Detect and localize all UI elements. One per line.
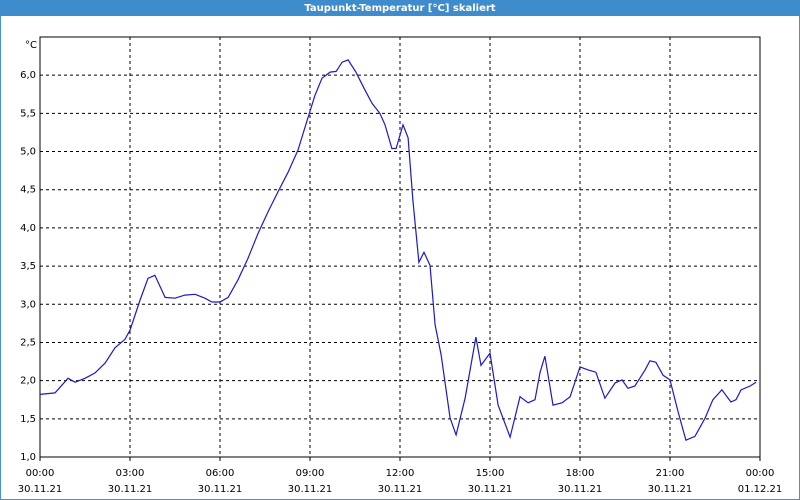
y-tick-label: 6,0 xyxy=(20,70,36,81)
plot-frame xyxy=(39,36,761,458)
y-tick-label: 3,0 xyxy=(20,299,36,310)
x-tick-label: 00:00 xyxy=(26,468,55,479)
x-tick-date: 30.11.21 xyxy=(558,484,603,495)
x-tick-label: 06:00 xyxy=(206,468,235,479)
x-tick-date: 30.11.21 xyxy=(108,484,153,495)
y-tick-label: 2,5 xyxy=(20,337,36,348)
x-tick-date: 30.11.21 xyxy=(468,484,513,495)
x-tick-date: 30.11.21 xyxy=(648,484,693,495)
y-tick-label: 4,5 xyxy=(20,185,36,196)
x-tick-label: 18:00 xyxy=(566,468,595,479)
x-tick-date: 01.12.21 xyxy=(738,484,783,495)
data-line xyxy=(39,59,757,442)
x-tick-label: 21:00 xyxy=(656,468,685,479)
x-tick-label: 12:00 xyxy=(386,468,415,479)
chart-title: Taupunkt-Temperatur [°C] skaliert xyxy=(304,3,495,14)
y-tick-label: 3,5 xyxy=(20,261,36,272)
x-tick-date: 30.11.21 xyxy=(198,484,243,495)
y-tick-label: 1,0 xyxy=(20,452,36,463)
title-bar xyxy=(0,0,800,16)
y-tick-label: 2,0 xyxy=(20,376,36,387)
y-tick-label: 1,5 xyxy=(20,414,36,425)
x-tick-label: 00:00 xyxy=(746,468,775,479)
y-axis-label: °C xyxy=(25,40,37,51)
x-tick-label: 09:00 xyxy=(296,468,325,479)
x-tick-label: 03:00 xyxy=(116,468,145,479)
y-tick-label: 5,0 xyxy=(20,147,36,158)
y-tick-label: 4,0 xyxy=(20,223,36,234)
x-tick-date: 30.11.21 xyxy=(288,484,333,495)
y-tick-label: 5,5 xyxy=(20,108,36,119)
x-tick-date: 30.11.21 xyxy=(378,484,423,495)
x-tick-label: 15:00 xyxy=(476,468,505,479)
x-tick-date: 30.11.21 xyxy=(18,484,63,495)
